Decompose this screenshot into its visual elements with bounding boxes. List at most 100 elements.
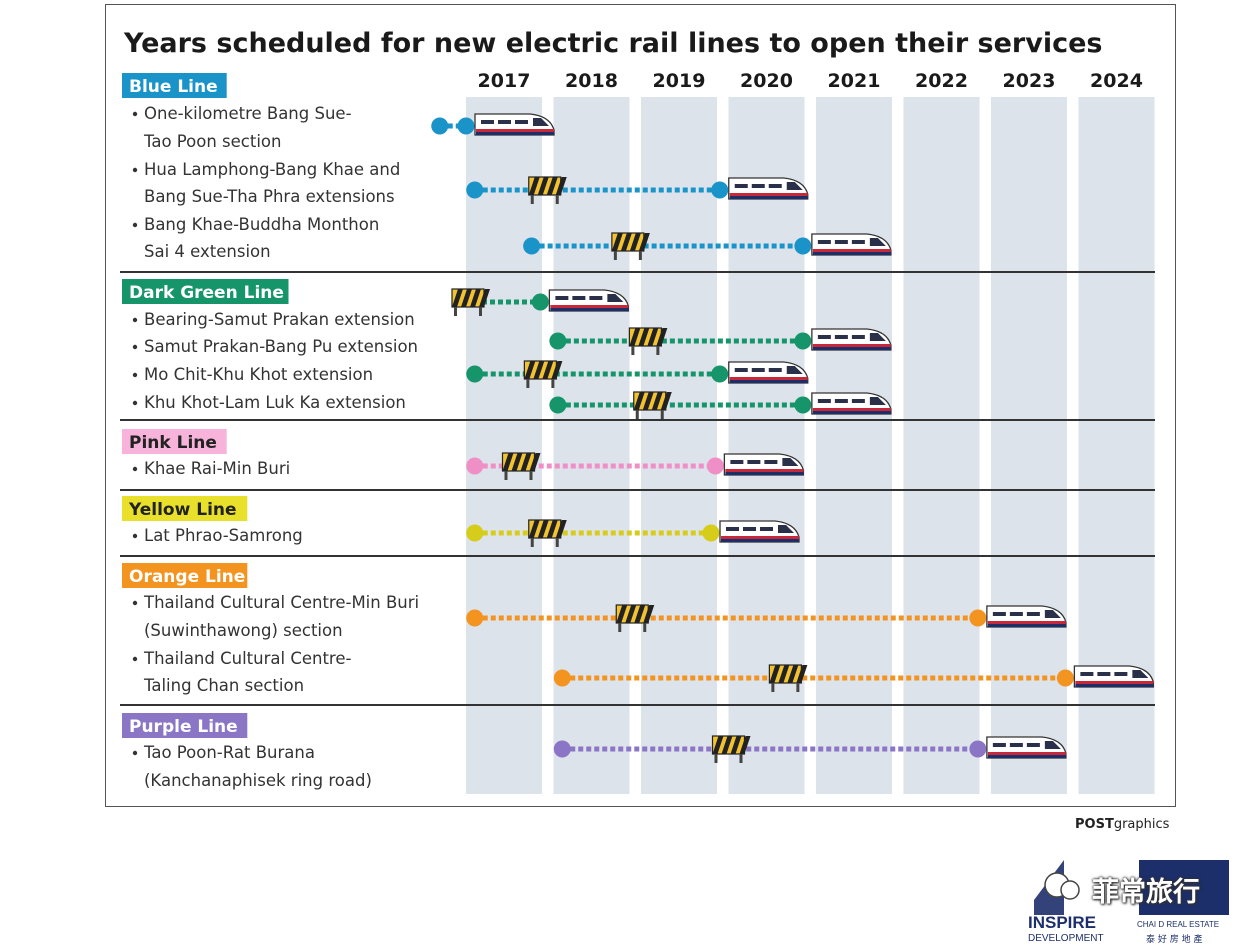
train-icon — [811, 392, 892, 415]
barricade-stripe — [712, 736, 724, 754]
item-label-cont: Taling Chan section — [143, 676, 304, 695]
timeline-start-dot — [466, 609, 484, 627]
watermark-logo-icon — [1034, 860, 1229, 915]
watermark-brand2-cn: 泰 好 房 地 產 — [1146, 935, 1203, 945]
train-stripe-blue — [721, 539, 799, 542]
train-stripe-blue — [729, 380, 808, 383]
train-window — [751, 368, 765, 372]
credit-bold: POST — [1075, 817, 1114, 832]
timeline-end-dot — [457, 117, 475, 135]
train-window — [734, 184, 748, 188]
train-icon — [986, 736, 1067, 759]
train-stripe-red — [729, 193, 808, 196]
barricade-leg — [551, 379, 555, 388]
year-label-2021: 2021 — [828, 70, 881, 92]
barricade-stripe — [551, 361, 563, 379]
train-window — [1009, 612, 1023, 616]
train-window — [589, 296, 603, 300]
timeline-start-dot — [466, 457, 484, 475]
train-stripe-blue — [987, 755, 1066, 758]
train-window — [834, 335, 848, 339]
item-label-cont: Sai 4 extension — [144, 242, 271, 261]
item-bullet — [132, 344, 138, 350]
train-window — [851, 335, 865, 339]
train-window — [760, 527, 773, 531]
barricade-leg — [618, 623, 622, 632]
year-label-2017: 2017 — [478, 70, 531, 92]
watermark-text: 菲常旅行 — [1092, 877, 1200, 908]
timeline-end-dot — [1056, 669, 1074, 687]
train-window — [851, 399, 865, 403]
timeline-end-dot — [702, 524, 720, 542]
barricade-leg — [613, 251, 617, 260]
timeline-end-dot — [794, 332, 812, 350]
construction-barricade-icon — [628, 327, 668, 355]
section-label-bg-yellow-line — [122, 496, 248, 521]
item-label: Tao Poon-Rat Burana — [143, 743, 315, 762]
timeline-end-dot — [794, 396, 812, 414]
barricade-leg — [555, 538, 559, 547]
item-label: Thailand Cultural Centre-Min Buri — [143, 593, 419, 612]
item-bullet — [132, 750, 138, 756]
train-stripe-red — [812, 344, 891, 347]
watermark: 菲常旅行 INSPIRE DEVELOPMENT CHAI D REAL EST… — [1028, 860, 1240, 945]
year-column-2021 — [816, 97, 892, 794]
rail-timeline-chart: Years scheduled for new electric rail li… — [120, 28, 1155, 794]
barricade-leg — [555, 195, 559, 204]
item-label: Samut Prakan-Bang Pu extension — [144, 337, 418, 356]
train-stripe-red — [1075, 681, 1154, 684]
year-label-2023: 2023 — [1003, 70, 1056, 92]
barricade-stripe — [656, 328, 668, 346]
barricade-stripe — [629, 233, 641, 251]
year-column-2022 — [903, 97, 980, 794]
construction-barricade-icon — [768, 664, 808, 692]
train-window — [572, 296, 586, 300]
train-stripe-red — [729, 377, 808, 380]
train-stripe-red — [721, 536, 799, 539]
train-windshield — [869, 397, 886, 405]
train-icon — [811, 233, 892, 256]
construction-barricade-icon — [528, 519, 567, 547]
train-stripe-red — [550, 305, 629, 308]
barricade-stripe — [470, 289, 481, 307]
year-column-2019 — [641, 97, 717, 794]
train-icon — [723, 453, 805, 476]
train-window — [768, 368, 782, 372]
train-window — [555, 296, 569, 300]
train-window — [764, 460, 778, 464]
year-label-2019: 2019 — [653, 70, 706, 92]
barricade-stripe — [643, 605, 655, 623]
construction-barricade-icon — [711, 735, 751, 763]
barricade-stripe — [634, 605, 646, 623]
item-label: Mo Chit-Khu Khot extension — [144, 365, 373, 384]
section-label-bg-purple-line — [122, 713, 248, 738]
train-window — [851, 240, 865, 244]
chart-title: Years scheduled for new electric rail li… — [123, 28, 1102, 59]
credit-label: POSTgraphics — [1075, 817, 1169, 832]
item-label-cont: (Suwinthawong) section — [144, 621, 343, 640]
item-bullet — [132, 317, 138, 323]
barricade-stripe — [537, 177, 549, 195]
train-window — [768, 184, 782, 188]
train-icon — [728, 177, 809, 200]
timeline-start-dot — [549, 396, 567, 414]
year-column-2024 — [1078, 97, 1155, 794]
construction-barricade-icon — [528, 176, 567, 204]
year-label-2020: 2020 — [740, 70, 793, 92]
item-bullet — [132, 466, 138, 472]
section-label-pink-line: Pink Line — [129, 433, 217, 453]
barricade-stripe — [651, 392, 663, 410]
item-bullet — [132, 400, 138, 406]
barricade-stripe — [638, 328, 650, 346]
train-window — [1114, 672, 1128, 676]
item-label: Lat Phrao-Samrong — [144, 526, 303, 545]
barricade-stripe — [537, 520, 549, 538]
train-stripe-blue — [550, 308, 629, 311]
section-label-dark-green-line: Dark Green Line — [129, 283, 284, 303]
barricade-stripe — [769, 665, 781, 683]
barricade-stripe — [461, 289, 472, 307]
year-label-2024: 2024 — [1090, 70, 1143, 92]
train-window — [817, 335, 831, 339]
barricade-leg — [771, 683, 775, 692]
train-window — [726, 527, 739, 531]
